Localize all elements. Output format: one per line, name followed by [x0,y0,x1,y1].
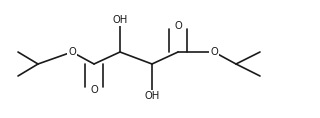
Text: O: O [174,21,182,31]
Text: OH: OH [112,15,128,25]
Text: OH: OH [144,91,160,101]
Text: O: O [68,47,76,57]
Text: O: O [90,85,98,95]
Text: O: O [210,47,218,57]
